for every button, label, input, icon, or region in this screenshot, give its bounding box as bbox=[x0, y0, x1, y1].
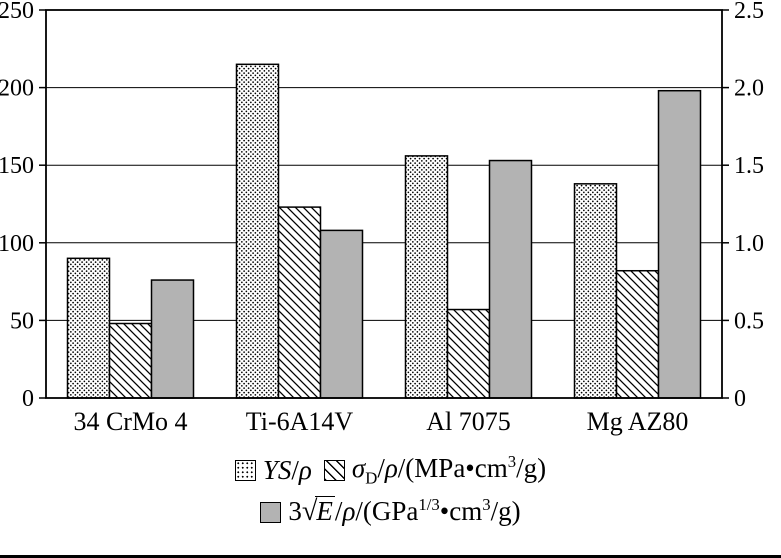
legend-row-1: YS/ρ σD/ρ/(MPa•cm3/g) bbox=[229, 452, 552, 488]
left-axis-tick-label: 100 bbox=[0, 231, 34, 257]
legend-item-ys: YS/ρ bbox=[234, 454, 312, 486]
legend-label-modulus: 3√E/ρ/(GPa1/3•cm3/g) bbox=[288, 495, 521, 528]
legend-item-sigma: σD/ρ/(MPa•cm3/g) bbox=[323, 452, 547, 488]
right-axis-tick-label: 2.5 bbox=[734, 0, 764, 24]
left-axis-tick-label: 150 bbox=[0, 153, 34, 179]
dots-pattern-swatch-icon bbox=[234, 459, 256, 481]
bar-chart: 0 0 50 0.5 100 1.0 150 1.5 200 2.0 250 2.5 34 CrMo 4… bbox=[0, 0, 764, 436]
bar-gray-2 bbox=[488, 159, 533, 399]
left-axis-tick-label: 50 bbox=[10, 308, 34, 334]
chart-legend: YS/ρ σD/ρ/(MPa•cm3/g) 3√E/ρ/(GPa1/3•cm3/… bbox=[0, 452, 781, 536]
bar-hatch-1 bbox=[277, 206, 322, 399]
right-axis-tick-label: 0 bbox=[734, 386, 746, 412]
bar-dots-0 bbox=[66, 257, 111, 399]
right-axis-tick-label: 1.0 bbox=[734, 231, 764, 257]
bar-dots-3 bbox=[573, 183, 618, 399]
legend-item-modulus: 3√E/ρ/(GPa1/3•cm3/g) bbox=[260, 495, 521, 529]
legend-label-sigma: σD/ρ/(MPa•cm3/g) bbox=[351, 452, 547, 488]
bar-hatch-0 bbox=[108, 322, 153, 399]
left-axis-tick-label: 0 bbox=[22, 386, 34, 412]
left-axis-tick-label: 250 bbox=[0, 0, 34, 24]
right-axis-tick-label: 2.0 bbox=[734, 76, 764, 102]
bar-dots-2 bbox=[404, 155, 449, 399]
bar-gray-3 bbox=[657, 89, 702, 399]
bar-hatch-2 bbox=[446, 308, 491, 399]
legend-row-2: 3√E/ρ/(GPa1/3•cm3/g) bbox=[254, 495, 526, 529]
category-label: Ti-6A14V bbox=[246, 407, 354, 436]
category-label: 34 CrMo 4 bbox=[73, 407, 187, 436]
bar-gray-1 bbox=[319, 229, 364, 399]
left-axis-tick-label: 200 bbox=[0, 76, 34, 102]
category-label: Al 7075 bbox=[426, 407, 511, 436]
bar-gray-0 bbox=[150, 279, 195, 399]
bottom-rule bbox=[0, 555, 781, 558]
bar-dots-1 bbox=[235, 63, 280, 399]
category-label: Mg AZ80 bbox=[587, 407, 689, 436]
gray-swatch-icon bbox=[260, 501, 282, 523]
right-axis-tick-label: 1.5 bbox=[734, 153, 764, 179]
legend-label-ys: YS/ρ bbox=[262, 455, 312, 486]
bar-hatch-3 bbox=[615, 269, 660, 399]
right-axis-tick-label: 0.5 bbox=[734, 308, 764, 334]
hatch-pattern-swatch-icon bbox=[323, 459, 345, 481]
plot-border bbox=[45, 9, 723, 399]
